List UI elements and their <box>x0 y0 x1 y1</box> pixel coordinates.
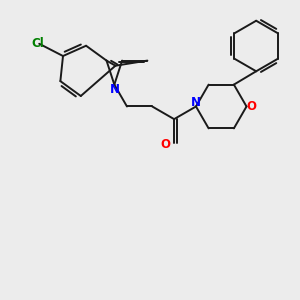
Text: O: O <box>247 100 257 113</box>
Text: N: N <box>191 95 201 109</box>
Text: Cl: Cl <box>32 37 44 50</box>
Text: O: O <box>161 138 171 151</box>
Text: N: N <box>110 83 120 97</box>
